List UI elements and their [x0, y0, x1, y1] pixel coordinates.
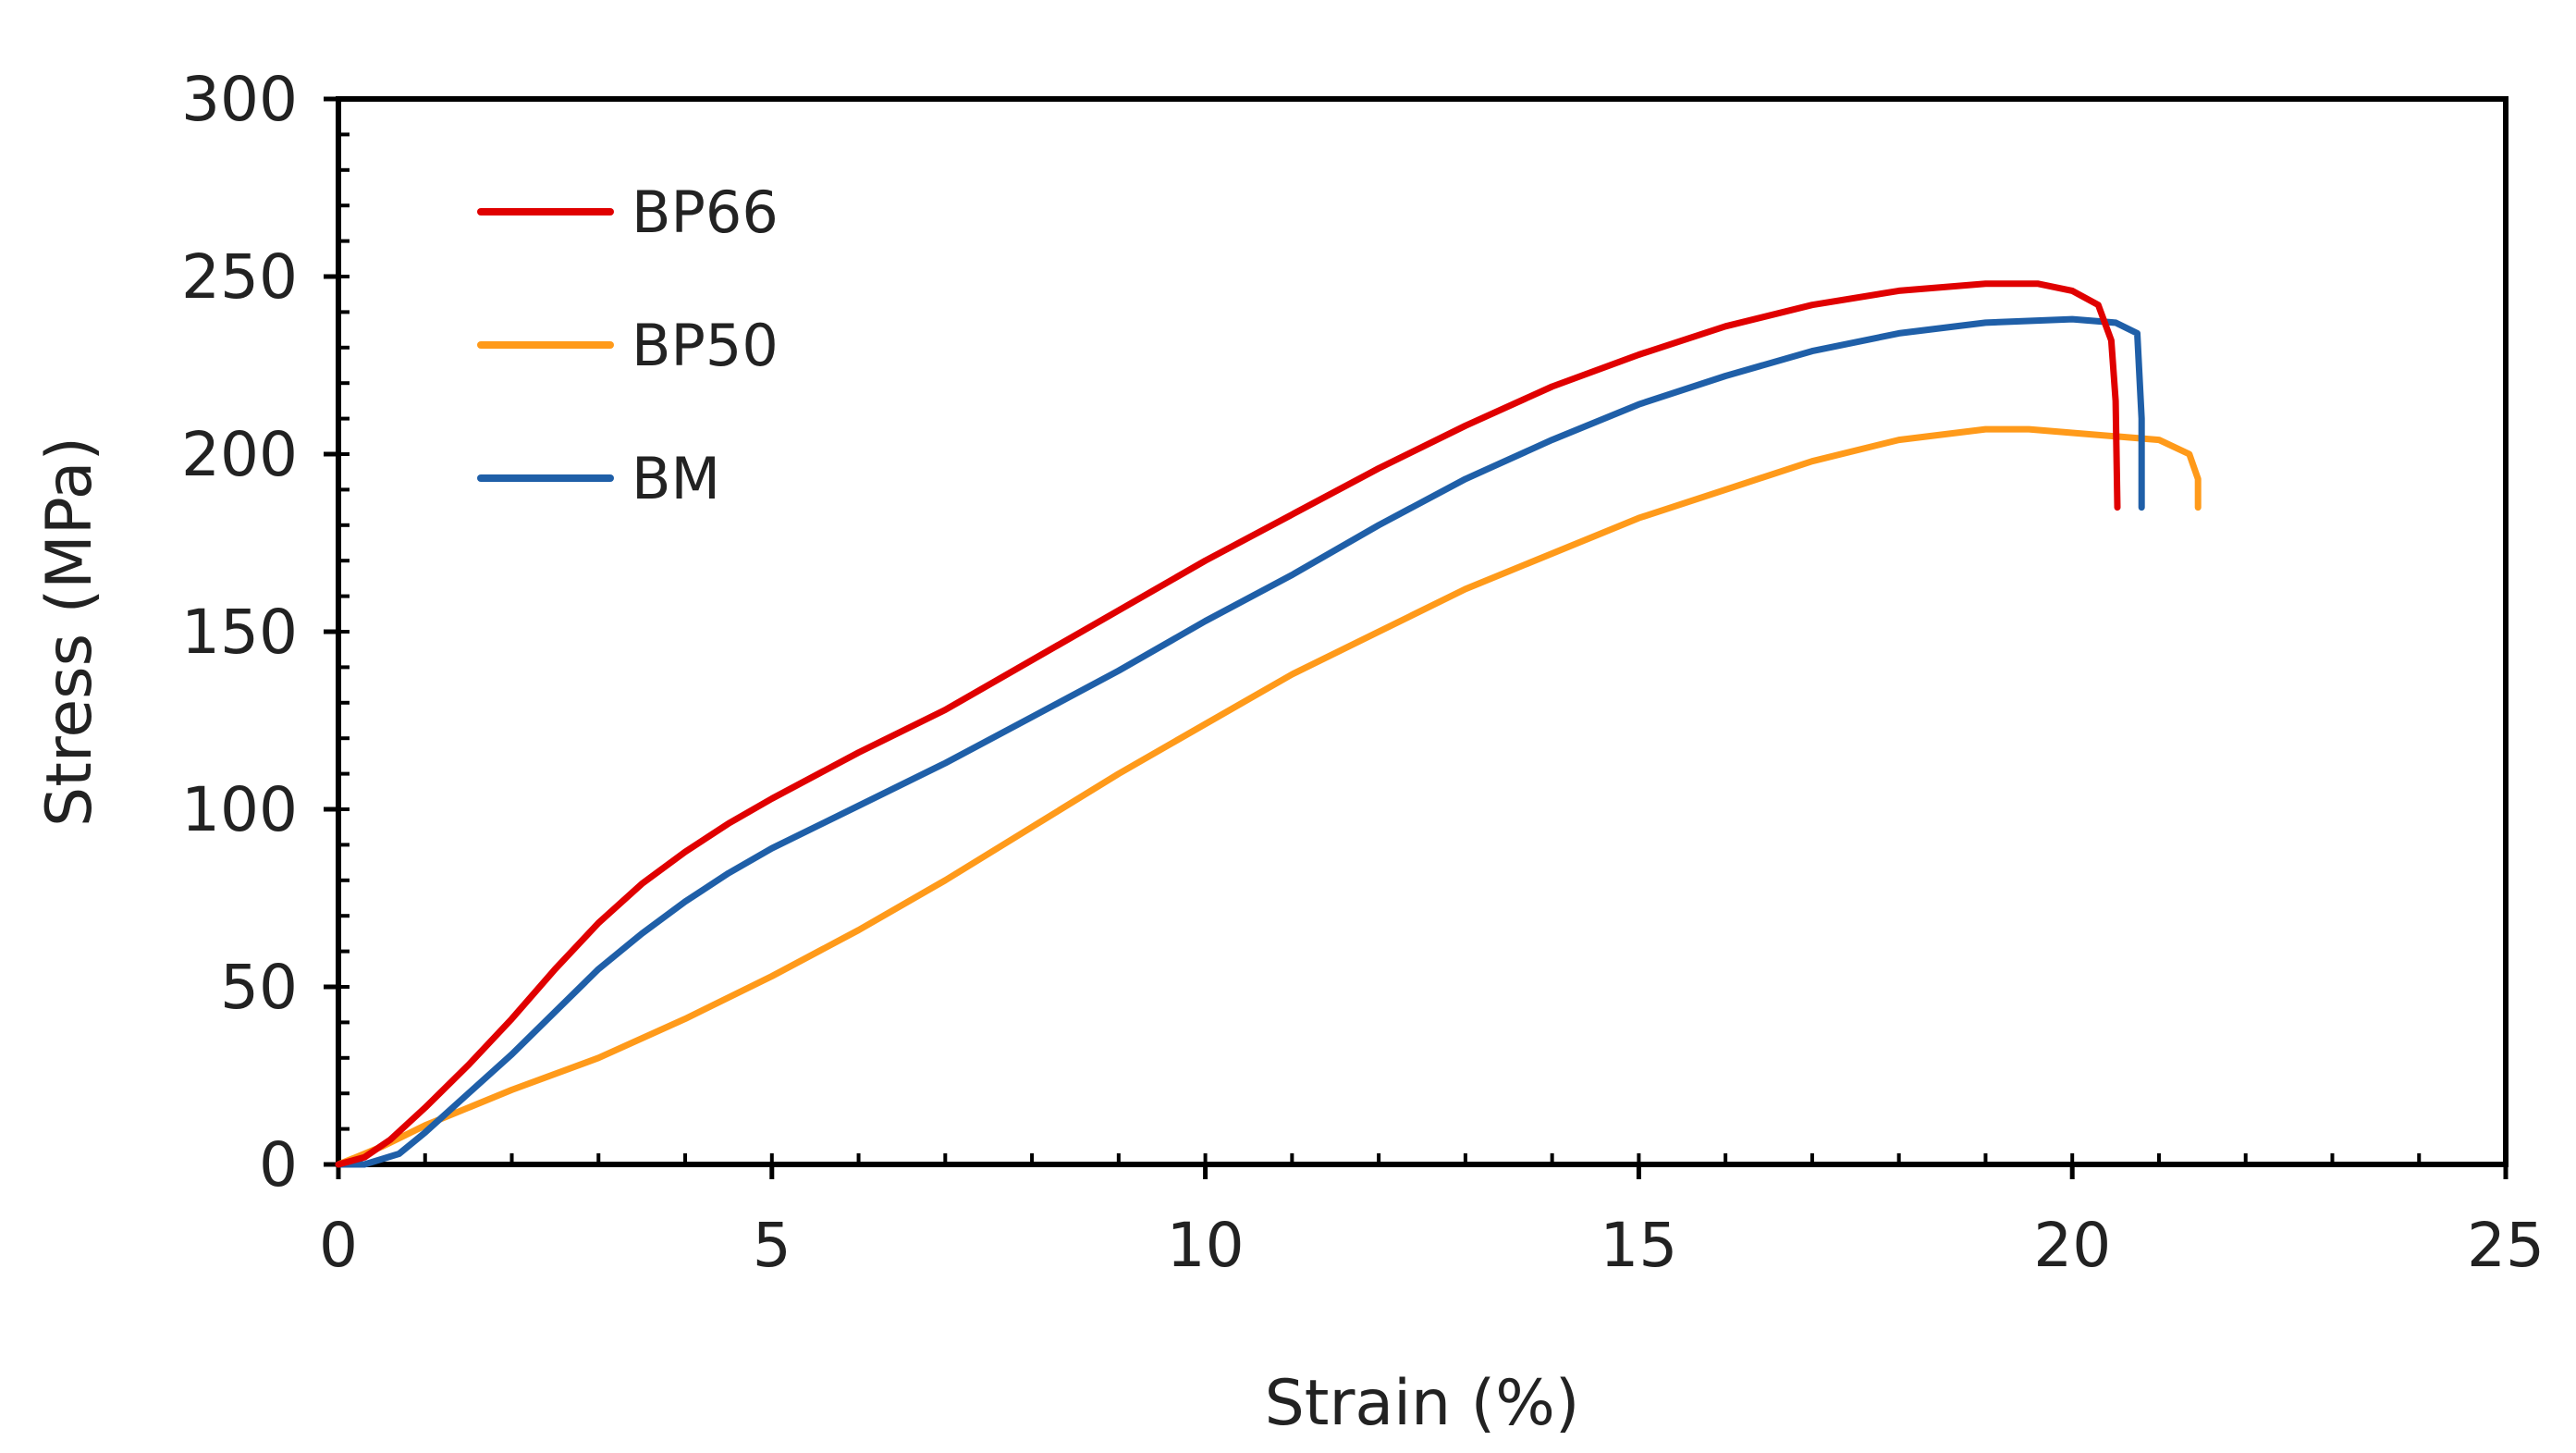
- x-axis-title: Strain (%): [1265, 1367, 1580, 1440]
- y-axis-title: Stress (MPa): [33, 437, 106, 827]
- legend-label-bm: BM: [632, 445, 720, 512]
- y-tick-label: 200: [181, 419, 298, 490]
- x-tick-label: 5: [753, 1210, 791, 1281]
- x-tick-label: 15: [1600, 1210, 1677, 1281]
- x-tick-labels: 0 5 10 15 20 25: [319, 1210, 2545, 1281]
- y-tick-label: 0: [259, 1129, 298, 1201]
- legend-label-bp50: BP50: [632, 312, 779, 379]
- minor-ticks: [337, 97, 2508, 1166]
- y-tick-label: 150: [181, 597, 298, 668]
- y-tick-label: 50: [220, 952, 298, 1023]
- series-group: [335, 280, 2202, 1168]
- series-line-bp66: [335, 280, 2121, 1168]
- y-tick-label: 300: [181, 64, 298, 135]
- series-line-bm: [335, 315, 2145, 1168]
- x-tick-label: 10: [1167, 1210, 1245, 1281]
- x-tick-label: 20: [2033, 1210, 2111, 1281]
- y-tick-label: 100: [181, 774, 298, 845]
- x-tick-label: 25: [2467, 1210, 2545, 1281]
- y-tick-labels: 0 50 100 150 200 250 300: [181, 64, 298, 1201]
- x-tick-label: 0: [319, 1210, 358, 1281]
- major-ticks: [324, 96, 2509, 1179]
- legend-label-bp66: BP66: [632, 179, 779, 246]
- y-tick-label: 250: [181, 241, 298, 313]
- legend: BP66 BP50 BM: [477, 179, 779, 512]
- series-line-bp50: [335, 425, 2202, 1168]
